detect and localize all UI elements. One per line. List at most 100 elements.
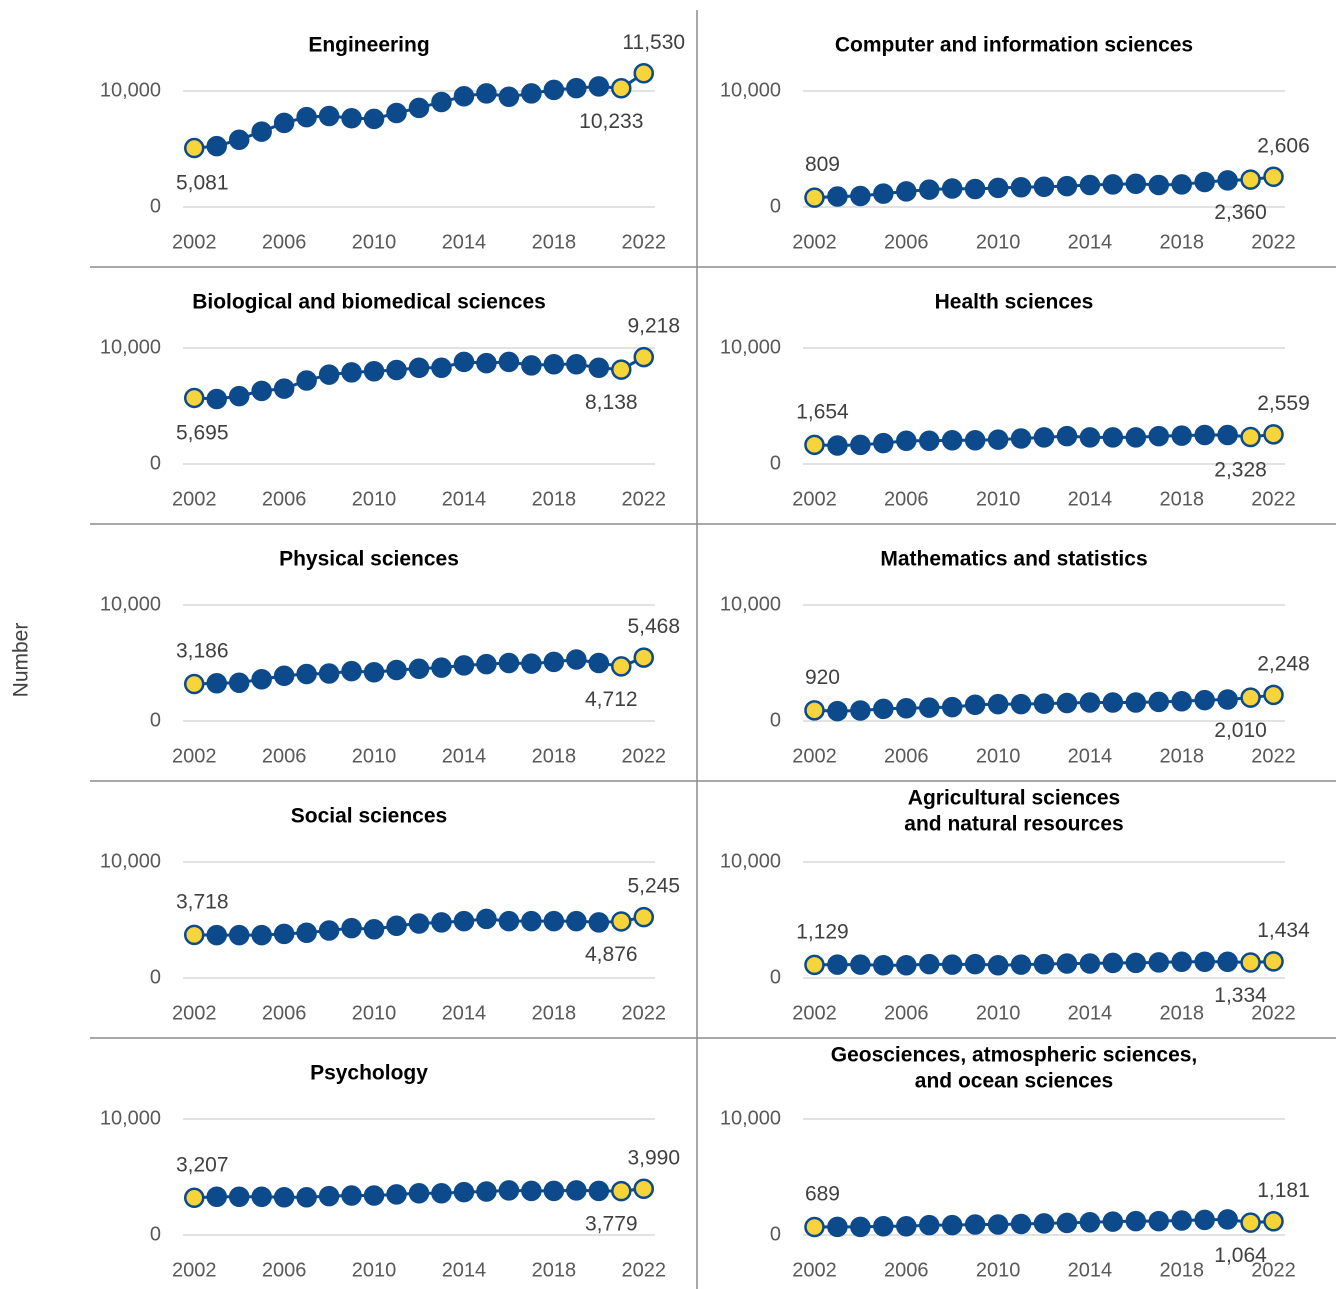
data-point	[987, 1214, 1009, 1235]
data-point	[827, 1216, 848, 1238]
data-point	[1079, 174, 1101, 196]
data-point	[941, 429, 963, 451]
data-point	[896, 697, 917, 719]
data-point	[273, 665, 295, 687]
data-point	[251, 924, 272, 946]
data-point	[341, 362, 362, 383]
data-point	[1125, 952, 1147, 974]
data-point	[566, 910, 587, 932]
data-point	[1079, 427, 1101, 448]
data-point	[1171, 951, 1192, 973]
x-tick-label: 2014	[1068, 1259, 1113, 1281]
x-tick-label: 2010	[976, 1002, 1021, 1024]
data-point	[1194, 171, 1215, 193]
y-tick-label: 10,000	[720, 1107, 781, 1129]
data-point	[941, 696, 963, 718]
value-label: 2,328	[1214, 459, 1267, 482]
data-point	[1194, 951, 1215, 973]
y-tick-label: 0	[150, 709, 161, 731]
x-tick-label: 2018	[1159, 1259, 1204, 1281]
data-point	[1125, 173, 1147, 195]
data-point	[1033, 176, 1055, 197]
data-point	[543, 79, 565, 101]
data-point	[498, 652, 520, 674]
data-point	[453, 1181, 475, 1203]
data-point	[850, 1216, 871, 1238]
data-point	[521, 83, 542, 104]
x-tick-label: 2014	[1068, 745, 1113, 767]
x-tick-label: 2006	[262, 1002, 307, 1024]
x-tick-label: 2006	[262, 1259, 307, 1281]
data-point	[588, 652, 610, 674]
data-point	[386, 915, 407, 937]
x-tick-label: 2002	[172, 1002, 217, 1024]
data-point	[251, 380, 272, 402]
y-tick-label: 0	[770, 966, 781, 988]
data-point	[633, 346, 655, 368]
data-point	[1263, 951, 1284, 972]
x-tick-label: 2018	[1159, 1002, 1204, 1024]
value-label: 5,081	[176, 172, 229, 195]
x-tick-label: 2006	[884, 1259, 929, 1281]
data-point	[611, 911, 632, 932]
data-point	[804, 700, 825, 721]
data-point	[827, 700, 848, 722]
data-point	[498, 910, 520, 932]
data-point	[453, 85, 475, 107]
x-tick-label: 2022	[622, 745, 667, 767]
data-point	[363, 919, 385, 940]
panel-title: Engineering	[308, 34, 429, 57]
value-label: 2,606	[1257, 134, 1310, 157]
x-tick-label: 2002	[792, 488, 837, 510]
data-point	[1194, 1209, 1215, 1231]
data-point	[251, 121, 272, 142]
data-point	[1102, 174, 1124, 195]
data-point	[453, 351, 475, 373]
data-point	[476, 653, 497, 675]
x-tick-label: 2018	[1159, 745, 1204, 767]
y-tick-label: 0	[150, 1223, 161, 1245]
data-point	[941, 178, 963, 199]
data-point	[296, 922, 317, 944]
data-point	[251, 668, 272, 690]
data-point	[1125, 692, 1147, 713]
data-point	[431, 1182, 452, 1204]
data-point	[918, 953, 940, 975]
y-tick-label: 0	[770, 452, 781, 474]
data-point	[804, 187, 825, 208]
data-point	[1240, 169, 1261, 190]
data-point	[611, 359, 632, 380]
data-point	[386, 102, 407, 124]
data-point	[1033, 953, 1055, 975]
data-point	[498, 1180, 520, 1201]
data-point	[941, 954, 963, 975]
x-tick-label: 2010	[352, 488, 397, 510]
value-label: 3,990	[627, 1146, 680, 1169]
data-point	[1033, 693, 1055, 714]
x-tick-label: 2006	[884, 231, 929, 253]
data-point	[341, 660, 362, 682]
data-point	[611, 656, 632, 677]
data-point	[896, 181, 917, 202]
value-label: 5,245	[627, 875, 680, 898]
data-point	[873, 183, 894, 204]
data-point	[987, 177, 1009, 199]
data-point	[588, 912, 610, 933]
data-point	[363, 1185, 385, 1206]
value-label: 3,718	[176, 890, 229, 913]
data-point	[588, 1180, 610, 1202]
x-tick-label: 2014	[1068, 231, 1113, 253]
data-point	[521, 653, 542, 674]
data-point	[588, 76, 610, 97]
data-point	[1263, 424, 1284, 445]
x-tick-label: 2018	[532, 488, 577, 510]
data-point	[318, 920, 340, 941]
data-point	[408, 97, 430, 119]
data-point	[804, 434, 825, 456]
data-point	[1010, 428, 1032, 449]
data-point	[918, 430, 940, 452]
x-tick-label: 2006	[884, 1002, 929, 1024]
data-point	[566, 649, 587, 670]
y-tick-label: 10,000	[720, 850, 781, 872]
value-label: 1,064	[1214, 1244, 1267, 1267]
